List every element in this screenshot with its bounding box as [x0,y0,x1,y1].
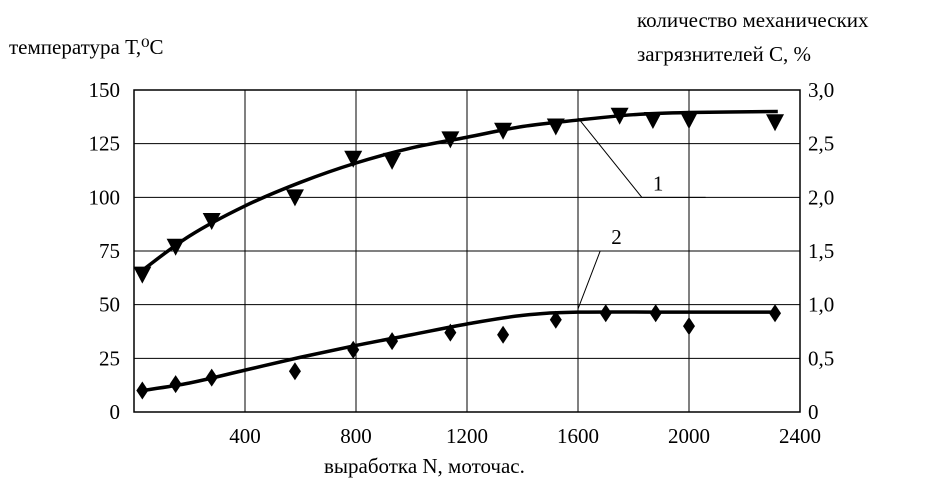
y-left-tick-label: 0 [110,400,121,424]
annotation-leader-2 [577,250,667,310]
series-2-point [683,317,695,336]
series-1-point [285,189,304,207]
y-right-tick-label: 0,5 [808,346,834,370]
series-1-point [166,238,185,256]
x-tick-label: 2000 [668,424,710,448]
y-right-tick-label: 2,0 [808,185,834,209]
y-right-tick-label: 1,5 [808,239,834,263]
left-axis-title: температура Т,⁰С [9,35,164,59]
series-2-point [136,381,149,400]
y-right-tick-label: 1,0 [808,293,834,317]
series-2-point [599,304,612,323]
series-2-point [649,304,662,323]
series-1-point [202,212,221,230]
annotation-label-2: 2 [611,225,622,249]
y-left-tick-label: 150 [89,78,121,102]
x-tick-label: 400 [229,424,261,448]
x-tick-label: 1200 [446,424,488,448]
series-2-point [549,310,562,329]
series-1-point [680,112,698,130]
y-left-tick-label: 75 [99,239,120,263]
series-2-point [386,332,399,351]
series-1-point [344,150,363,168]
series-1-point [133,266,152,284]
series-2-point [769,304,782,323]
series-2-point [444,323,457,342]
series-2-point [288,362,301,381]
y-left-tick-label: 25 [99,346,120,370]
y-left-tick-label: 50 [99,293,120,317]
series-2-point [205,368,218,387]
series-1-point [643,112,662,130]
y-right-tick-label: 2,5 [808,132,834,156]
y-right-tick-label: 0 [808,400,819,424]
x-axis-title: выработка N, моточас. [324,454,525,478]
series-1-point [494,122,513,140]
x-tick-label: 1600 [557,424,599,448]
series-2-point [497,325,510,344]
right-axis-title-line1: количество механических [637,8,869,32]
series-1-point [383,152,402,170]
right-axis-title-line2: загрязнителей С, % [637,42,811,66]
annotation-leader-1 [577,117,706,198]
series-1-point [766,114,785,132]
y-left-tick-label: 100 [89,185,121,209]
series-2-curve [142,310,778,393]
x-tick-label: 2400 [779,424,821,448]
series-2-point [347,340,360,359]
series-1-point [546,118,565,136]
x-tick-label: 800 [340,424,372,448]
series-1-curve [141,109,778,272]
y-left-tick-label: 125 [89,132,121,156]
series-2-point [169,375,182,394]
series-1-point [610,107,629,125]
annotation-label-1: 1 [653,171,664,195]
series-1-point [441,131,460,149]
y-right-tick-label: 3,0 [808,78,834,102]
